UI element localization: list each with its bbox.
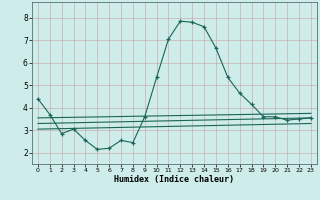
X-axis label: Humidex (Indice chaleur): Humidex (Indice chaleur) — [115, 175, 234, 184]
